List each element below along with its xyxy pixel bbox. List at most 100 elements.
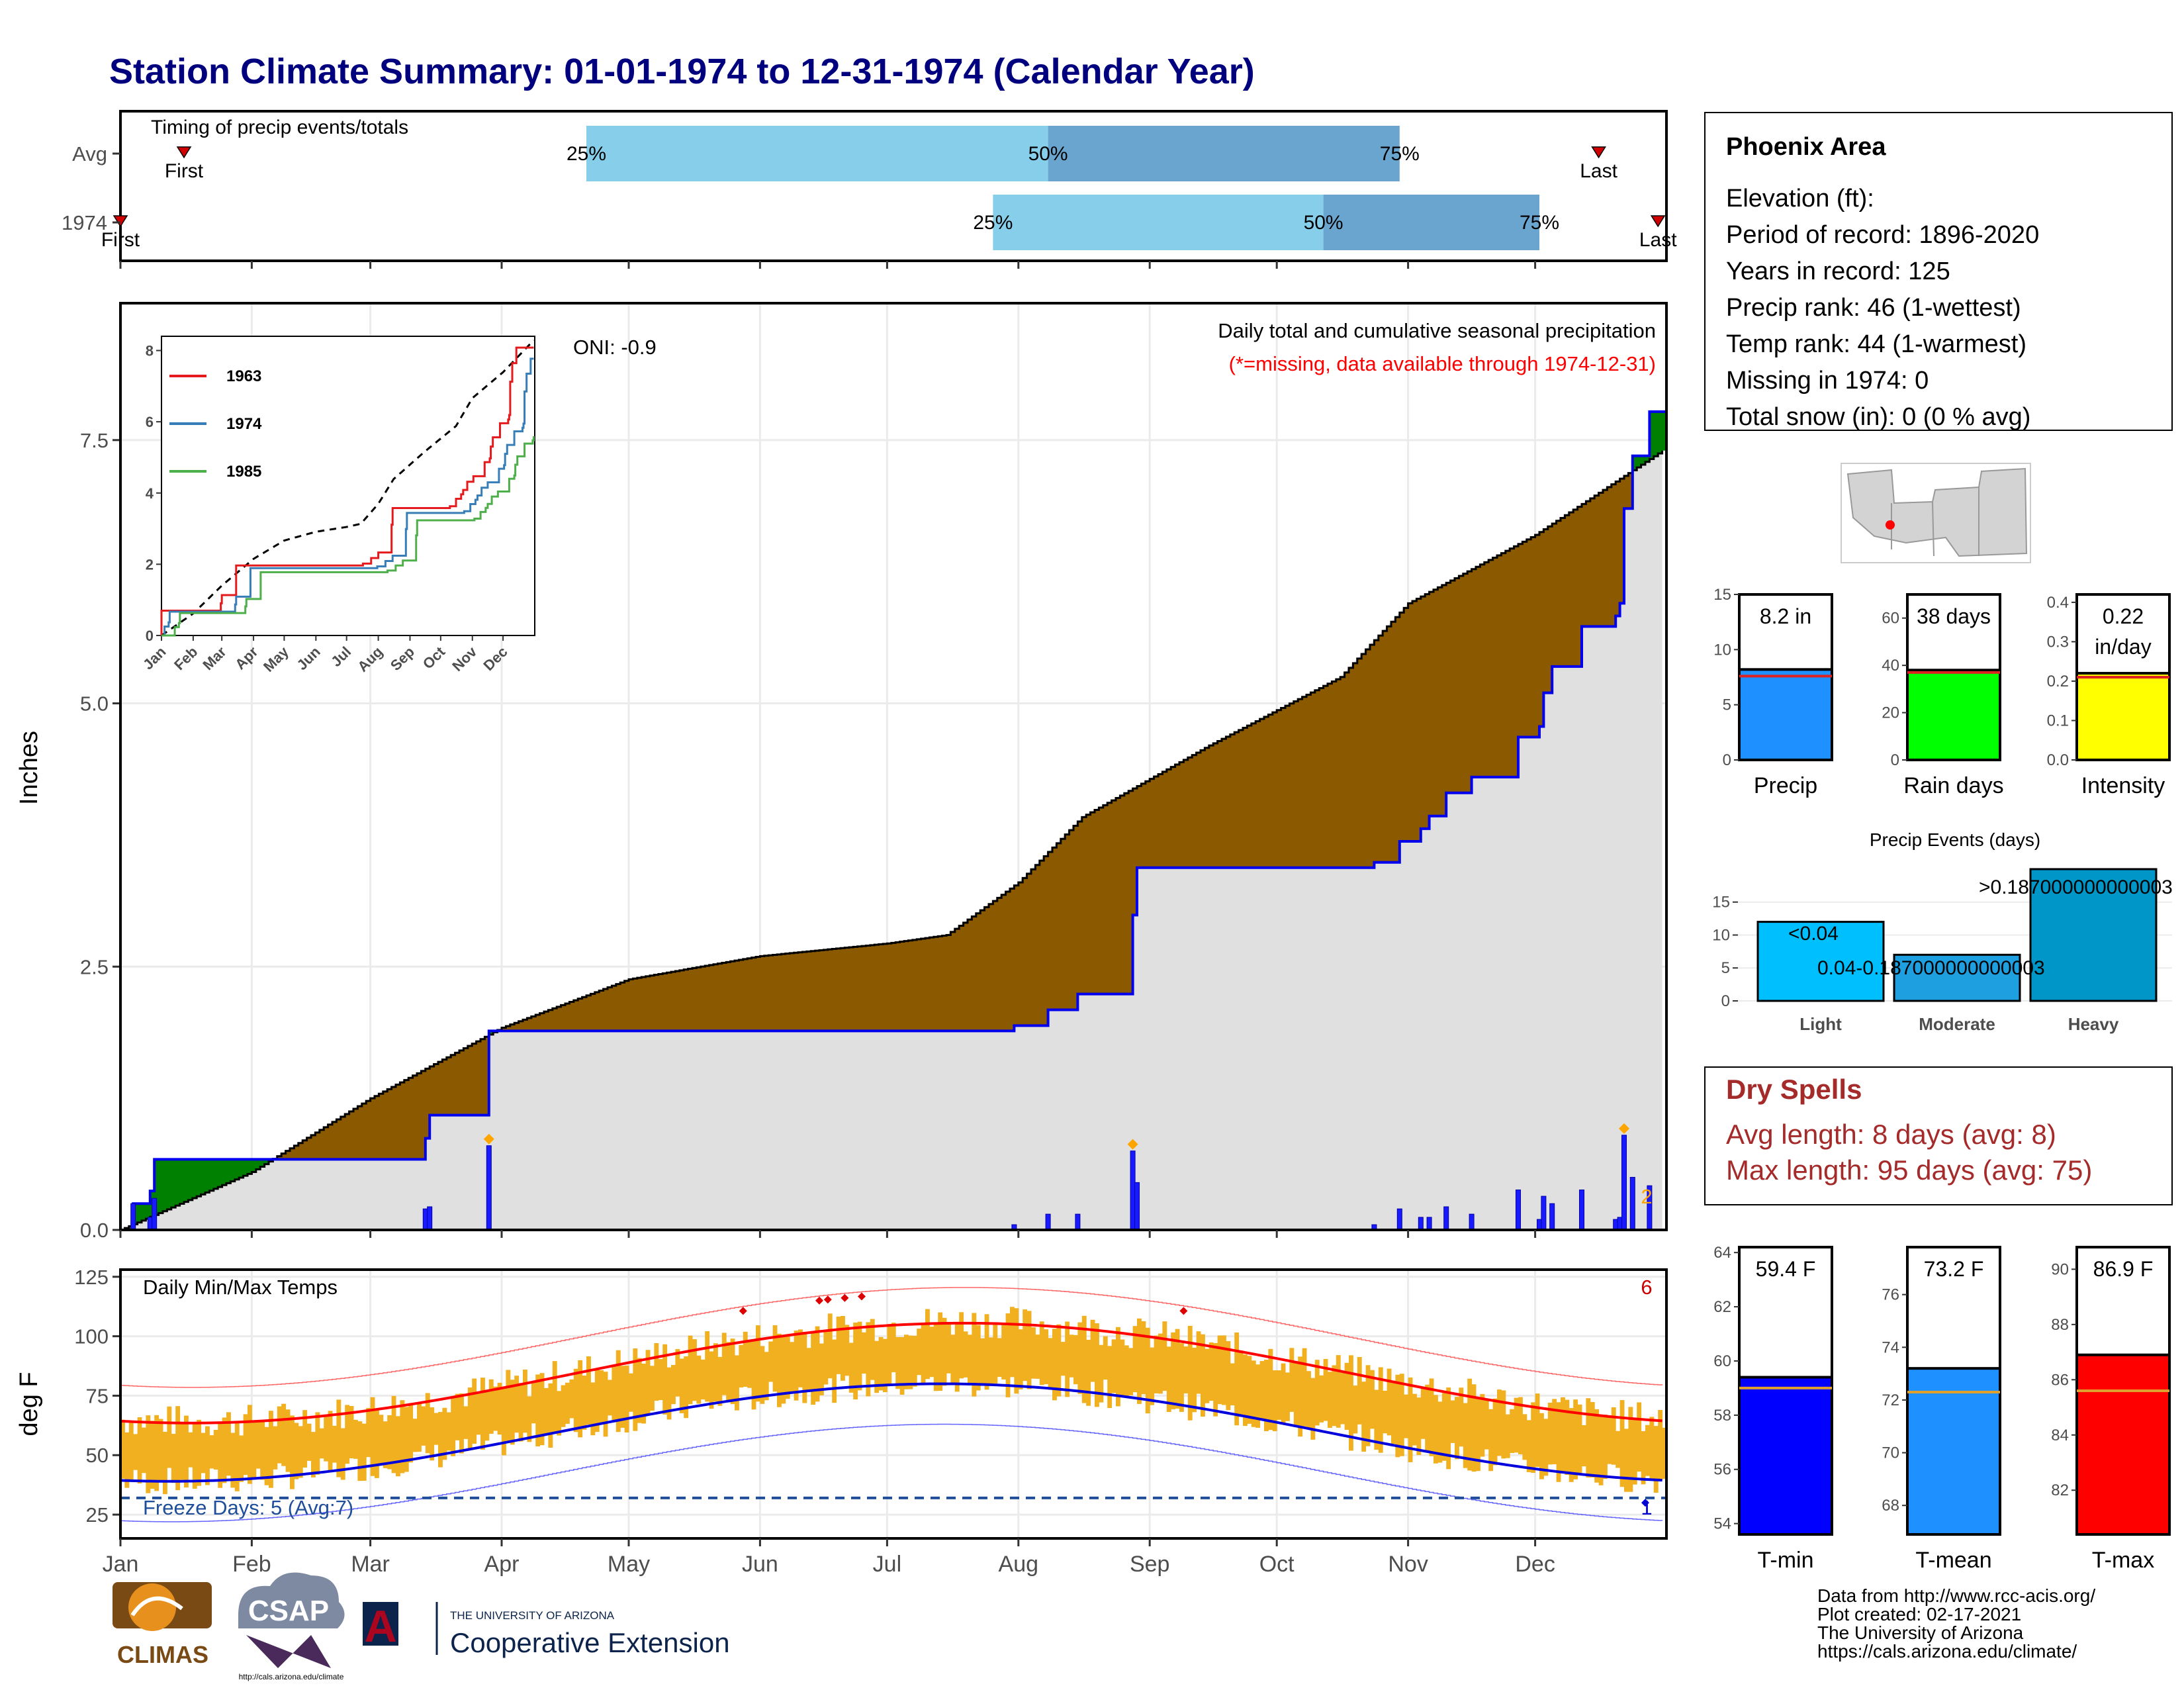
events-value-label-moderate: 0.04-0.187000000000003 <box>1817 957 2045 979</box>
daily-temp-bar <box>281 1403 287 1466</box>
deficit-area <box>472 1043 477 1115</box>
credit-line: https://cals.arizona.edu/climate/ <box>1817 1641 2077 1662</box>
record-high-marker <box>815 1296 823 1305</box>
daily-temp-bar <box>1582 1425 1586 1467</box>
daily-temp-bar <box>1103 1336 1108 1380</box>
deficit-area <box>1205 747 1210 868</box>
daily-temp-bar <box>1404 1394 1409 1438</box>
deficit-area <box>1005 892 1011 1031</box>
deficit-area <box>1230 734 1235 868</box>
daily-temp-bar <box>548 1383 553 1448</box>
deficit-area <box>404 1080 409 1160</box>
deficit-area <box>510 1024 515 1031</box>
daily-precip-bar <box>1541 1196 1547 1231</box>
daily-temp-bar <box>599 1370 604 1424</box>
daily-temp-bar <box>488 1379 494 1434</box>
deficit-area <box>353 1109 358 1160</box>
stat-ytick-label: 60 <box>1882 610 1899 628</box>
daily-temp-bar <box>1505 1414 1510 1458</box>
daily-temp-bar <box>1026 1311 1032 1389</box>
daily-temp-bar <box>1196 1331 1201 1394</box>
stat-ytick-label: 0.0 <box>2047 751 2069 769</box>
stat-ytick-label: 40 <box>1882 657 1899 675</box>
daily-temp-bar <box>1349 1355 1353 1451</box>
deficit-area <box>777 954 782 1031</box>
deficit-area <box>730 961 735 1031</box>
daily-temp-bar <box>1594 1409 1600 1483</box>
deficit-area <box>1183 759 1189 868</box>
inset-ytick-label: 6 <box>146 414 154 430</box>
deficit-area <box>645 976 651 1031</box>
deficit-area <box>370 1098 375 1160</box>
precip-ytick-label: 7.5 <box>80 429 109 452</box>
deficit-area <box>608 987 612 1031</box>
daily-temp-bar <box>417 1403 422 1452</box>
surplus-area <box>1641 455 1646 465</box>
daily-temp-bar <box>1141 1321 1146 1395</box>
deficit-area <box>1425 594 1430 829</box>
deficit-area <box>1412 600 1417 841</box>
daily-temp-bar <box>336 1399 341 1477</box>
daily-temp-bar <box>243 1414 248 1476</box>
daily-temp-bar <box>1488 1409 1494 1472</box>
daily-temp-bar <box>586 1356 591 1425</box>
daily-temp-bar <box>1615 1430 1621 1468</box>
daily-temp-bar <box>531 1382 536 1424</box>
daily-temp-bar <box>1662 1427 1667 1479</box>
timing-label: Timing of precip events/totals <box>151 117 408 138</box>
deficit-area <box>857 946 862 1031</box>
surplus-area <box>205 1159 210 1193</box>
deficit-area <box>1264 716 1269 868</box>
deficit-area <box>603 989 608 1031</box>
deficit-area <box>1484 562 1489 777</box>
daily-temp-bar <box>1476 1398 1480 1472</box>
daily-temp-bar <box>209 1435 214 1469</box>
precip-ytick-label: 5.0 <box>80 692 109 716</box>
deficit-area <box>891 943 896 1031</box>
deficit-area <box>349 1111 354 1160</box>
deficit-area <box>721 962 727 1031</box>
deficit-area <box>1573 509 1578 667</box>
deficit-area <box>1387 626 1392 863</box>
daily-temp-bar <box>1510 1409 1515 1454</box>
deficit-area <box>1395 617 1400 863</box>
precip-ytick-label: 2.5 <box>80 955 109 978</box>
deficit-area <box>1090 812 1095 994</box>
daily-temp-bar <box>1658 1410 1663 1481</box>
daily-temp-bar <box>1395 1374 1400 1458</box>
deficit-area <box>1026 873 1032 1026</box>
daily-temp-bar <box>972 1313 977 1397</box>
daily-temp-bar <box>1255 1364 1261 1428</box>
deficit-area <box>357 1106 363 1160</box>
daily-temp-bar <box>396 1416 400 1477</box>
surplus-area <box>158 1159 163 1213</box>
deficit-area <box>997 898 1002 1031</box>
deficit-area <box>1268 714 1273 868</box>
deficit-area <box>853 947 858 1031</box>
surplus-area <box>192 1159 197 1199</box>
daily-temp-bar <box>1340 1373 1345 1425</box>
deficit-area <box>565 1003 570 1031</box>
daily-temp-bar <box>929 1327 934 1378</box>
deficit-area <box>502 1027 506 1031</box>
daily-temp-bar <box>1416 1397 1422 1456</box>
month-label-Aug: Aug <box>999 1552 1039 1577</box>
deficit-area <box>1582 504 1586 627</box>
daily-temp-bar <box>976 1325 981 1391</box>
daily-temp-bar <box>391 1395 396 1474</box>
deficit-area <box>692 968 697 1031</box>
precip-subtitle: Daily total and cumulative seasonal prec… <box>1218 319 1656 342</box>
deficit-area <box>1132 788 1138 915</box>
deficit-area <box>1208 745 1214 868</box>
deficit-area <box>899 941 905 1031</box>
daily-temp-bar <box>1561 1397 1565 1472</box>
stat-ytick-label: 0 <box>1723 751 1731 769</box>
deficit-area <box>989 904 993 1031</box>
stat-bar <box>2075 1353 2171 1536</box>
daily-temp-bar <box>891 1323 896 1372</box>
deficit-area <box>1611 484 1616 627</box>
stat-ytick-label: 68 <box>1882 1497 1899 1515</box>
deficit-area <box>942 935 947 1031</box>
deficit-area <box>781 954 786 1031</box>
deficit-area <box>700 966 705 1031</box>
